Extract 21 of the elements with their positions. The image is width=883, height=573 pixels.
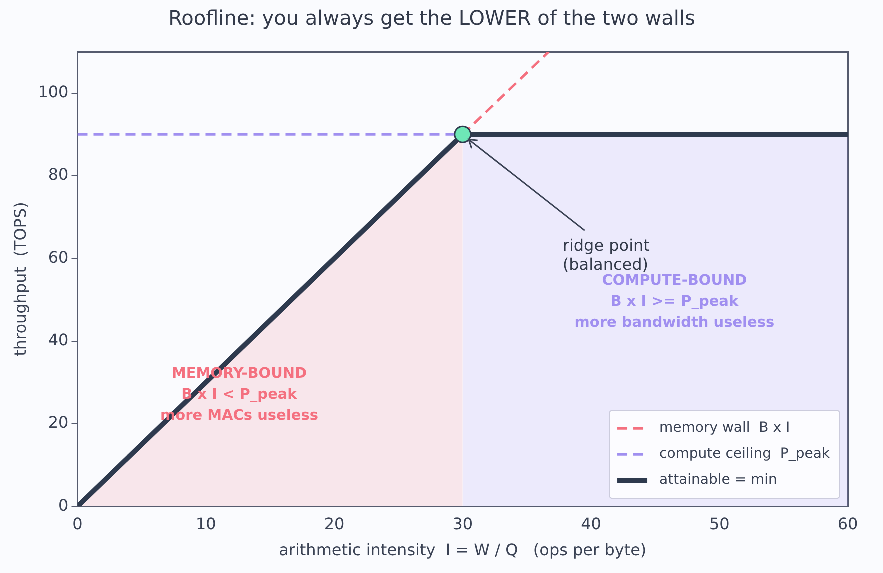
y-tick-label: 100 (38, 82, 69, 102)
x-axis-title: arithmetic intensity I = W / Q (ops per byte) (279, 540, 647, 560)
y-tick-label: 80 (48, 165, 69, 184)
annotation: COMPUTE-BOUND B x I >= P_peak more bandwidth useless (574, 272, 775, 331)
x-tick-label: 20 (324, 514, 345, 534)
y-axis-title: throughput (TOPS) (10, 202, 30, 356)
x-tick-label: 30 (452, 514, 474, 534)
x-tick-label: 50 (709, 514, 730, 534)
y-tick-label: 0 (58, 496, 69, 515)
y-tick-label: 40 (48, 330, 69, 350)
annotation: ridge point (balanced) (562, 236, 650, 274)
x-tick-label: 40 (581, 514, 602, 534)
y-tick-label: 20 (48, 413, 69, 432)
x-tick-label: 10 (196, 514, 216, 534)
legend-label: compute ceiling P_peak (660, 446, 831, 462)
x-tick-label: 60 (838, 514, 858, 534)
legend-label: attainable = min (660, 472, 778, 488)
chart-title: Roofline: you always get the LOWER of the two walls (168, 6, 696, 30)
legend-label: memory wall B x I (660, 420, 790, 436)
y-tick-label: 60 (48, 248, 69, 267)
x-tick-label: 0 (72, 514, 83, 534)
